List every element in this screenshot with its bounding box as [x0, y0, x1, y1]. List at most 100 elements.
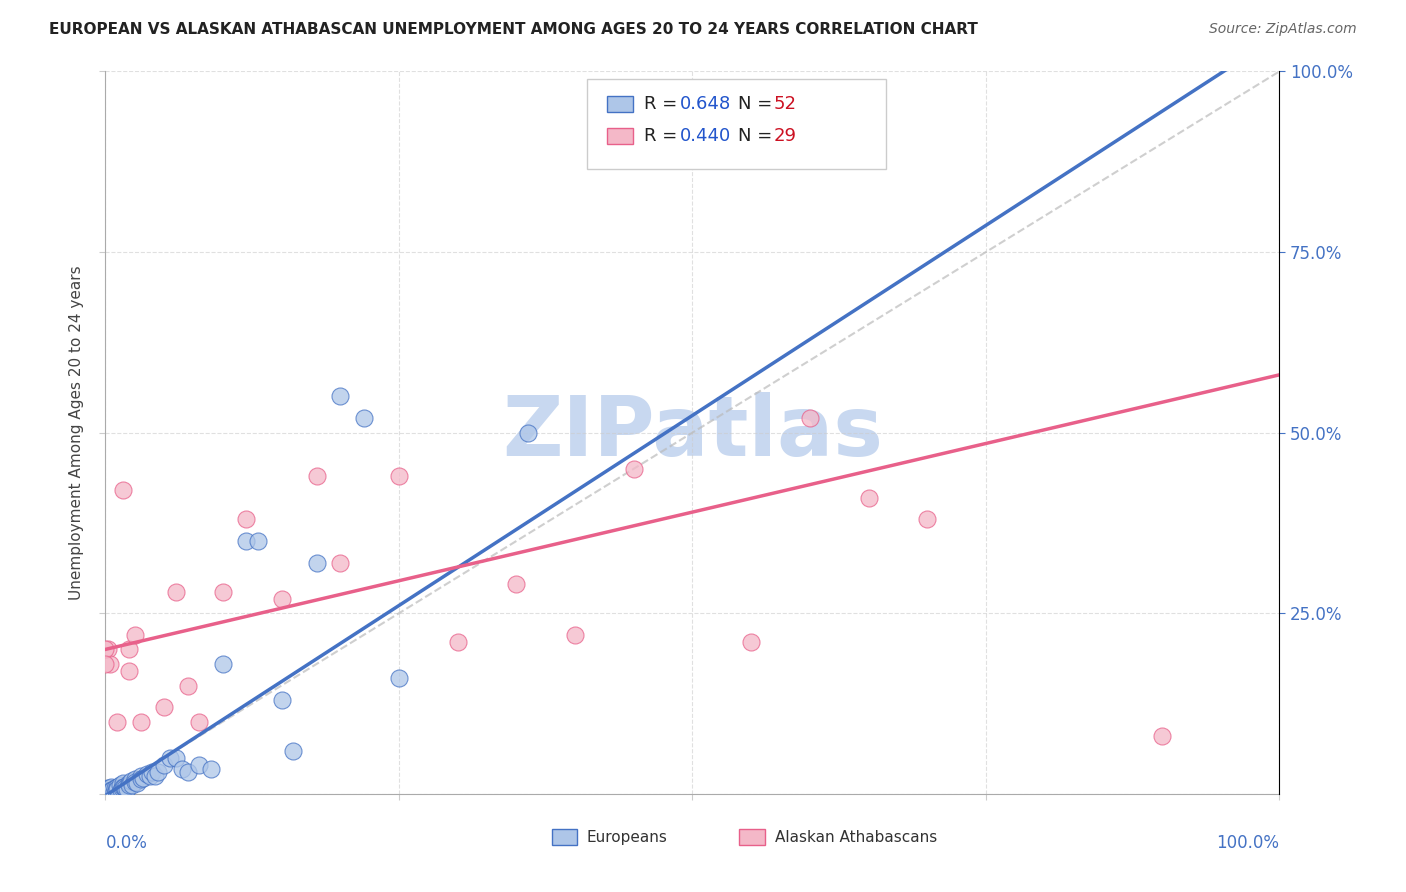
Point — [98, 784, 121, 798]
Point — [111, 781, 134, 796]
Point — [858, 491, 880, 505]
Point — [170, 762, 193, 776]
FancyBboxPatch shape — [607, 128, 633, 145]
Point — [148, 765, 170, 780]
Point — [447, 635, 470, 649]
Point — [105, 781, 128, 796]
Point — [235, 512, 257, 526]
Point — [159, 751, 181, 765]
FancyBboxPatch shape — [586, 78, 886, 169]
Point — [127, 776, 149, 790]
Point — [105, 780, 128, 794]
Point — [110, 782, 132, 797]
Point — [143, 769, 166, 783]
Point — [917, 512, 939, 526]
Point — [305, 469, 328, 483]
Point — [135, 766, 157, 780]
Point — [104, 781, 127, 796]
Point — [388, 469, 411, 483]
Point — [97, 781, 120, 796]
FancyBboxPatch shape — [551, 830, 578, 846]
Point — [94, 642, 117, 657]
Point — [353, 411, 375, 425]
Text: 100.0%: 100.0% — [1216, 834, 1279, 852]
Point — [141, 765, 163, 780]
Point — [121, 778, 143, 792]
Point — [100, 782, 122, 797]
Point — [129, 714, 152, 729]
Text: 29: 29 — [773, 128, 796, 145]
Point — [165, 584, 187, 599]
Text: R =: R = — [644, 128, 683, 145]
Text: N =: N = — [738, 128, 779, 145]
Point — [94, 657, 117, 671]
Point — [105, 714, 128, 729]
Text: N =: N = — [738, 95, 779, 113]
Point — [505, 577, 527, 591]
Point — [112, 780, 135, 794]
Point — [623, 462, 645, 476]
Text: 0.648: 0.648 — [679, 95, 731, 113]
Point — [165, 751, 187, 765]
Point — [124, 775, 146, 789]
Point — [270, 591, 292, 606]
Point — [188, 714, 211, 729]
Point — [105, 784, 128, 798]
Point — [740, 635, 762, 649]
Point — [1150, 729, 1173, 743]
Point — [211, 657, 233, 671]
Point — [247, 533, 270, 548]
Point — [129, 772, 152, 787]
Point — [176, 765, 198, 780]
Point — [176, 678, 198, 692]
Point — [211, 584, 233, 599]
Point — [118, 642, 141, 657]
Text: Europeans: Europeans — [586, 830, 668, 845]
Point — [283, 743, 305, 757]
Text: Source: ZipAtlas.com: Source: ZipAtlas.com — [1209, 22, 1357, 37]
Point — [132, 771, 155, 785]
Point — [108, 778, 131, 792]
Point — [129, 769, 152, 783]
Point — [97, 642, 120, 657]
FancyBboxPatch shape — [607, 96, 633, 112]
Point — [114, 781, 136, 796]
Point — [305, 556, 328, 570]
Point — [112, 483, 135, 498]
Point — [101, 783, 124, 797]
Point — [103, 785, 125, 799]
Point — [112, 776, 135, 790]
Point — [118, 778, 141, 792]
Point — [200, 762, 222, 776]
Point — [112, 780, 135, 795]
Point — [115, 781, 138, 796]
Point — [98, 785, 121, 799]
Point — [120, 773, 142, 788]
Point — [388, 671, 411, 685]
FancyBboxPatch shape — [740, 830, 765, 846]
Text: 0.0%: 0.0% — [105, 834, 148, 852]
Point — [188, 758, 211, 772]
Point — [153, 758, 176, 772]
Point — [329, 389, 352, 403]
Text: R =: R = — [644, 95, 683, 113]
Point — [100, 780, 122, 794]
Point — [94, 783, 117, 797]
Text: EUROPEAN VS ALASKAN ATHABASCAN UNEMPLOYMENT AMONG AGES 20 TO 24 YEARS CORRELATIO: EUROPEAN VS ALASKAN ATHABASCAN UNEMPLOYM… — [49, 22, 979, 37]
Point — [799, 411, 821, 425]
Text: 52: 52 — [773, 95, 796, 113]
Point — [153, 700, 176, 714]
Point — [517, 425, 540, 440]
Point — [124, 772, 146, 787]
Point — [329, 556, 352, 570]
Text: 0.440: 0.440 — [679, 128, 731, 145]
Point — [235, 533, 257, 548]
Text: ZIPatlas: ZIPatlas — [502, 392, 883, 473]
Point — [118, 776, 141, 790]
Point — [124, 628, 146, 642]
Y-axis label: Unemployment Among Ages 20 to 24 years: Unemployment Among Ages 20 to 24 years — [69, 265, 84, 600]
Point — [118, 664, 141, 678]
Point — [564, 628, 586, 642]
Text: Alaskan Athabascans: Alaskan Athabascans — [775, 830, 936, 845]
Point — [270, 693, 292, 707]
